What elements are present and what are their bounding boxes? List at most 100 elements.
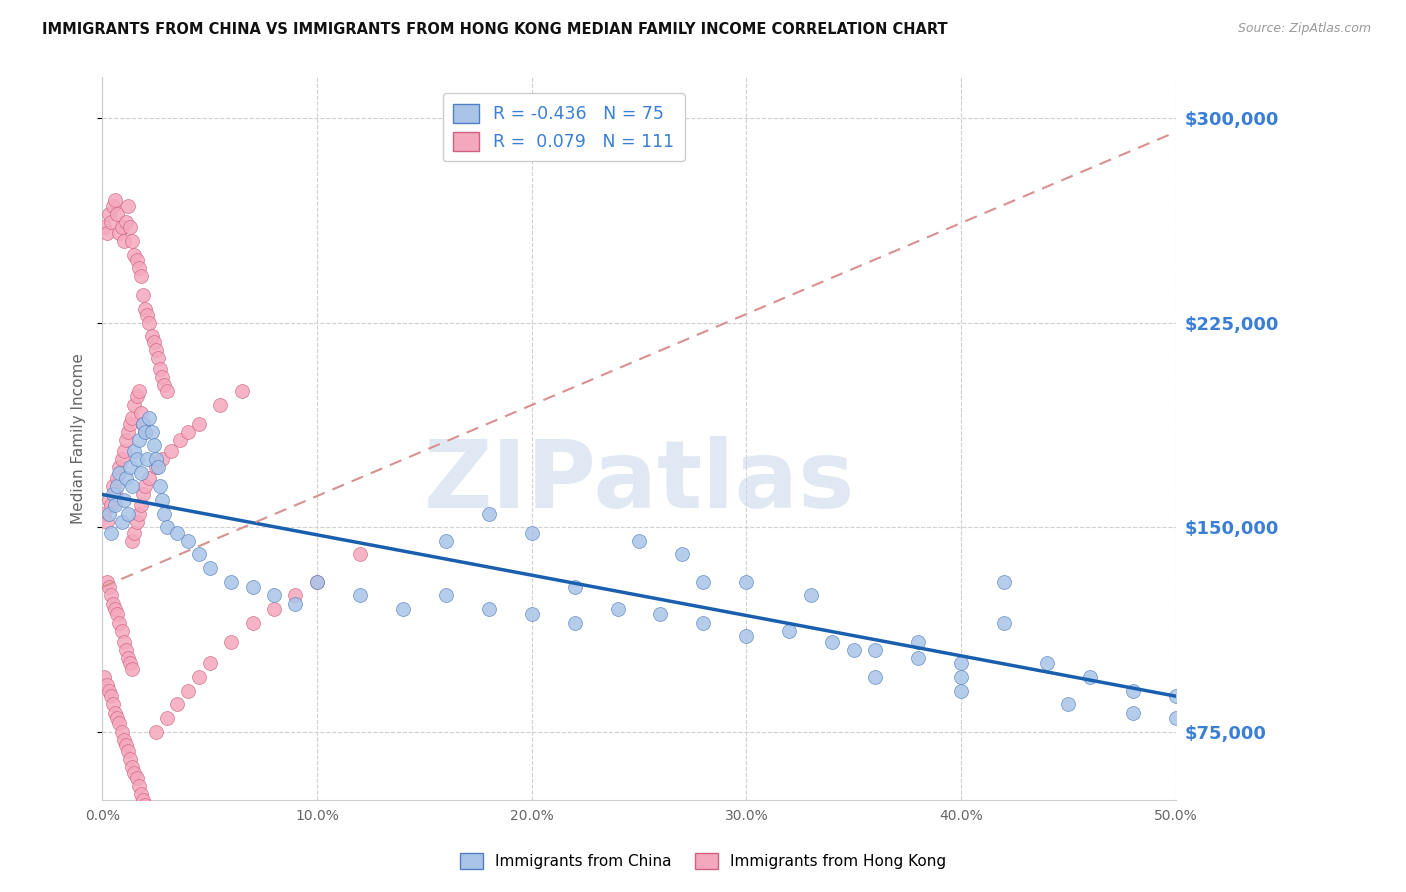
Point (100, 689, 122, 703)
Point (105, 711, 128, 725)
Point (129, 269, 152, 284)
Point (146, 460, 169, 475)
Point (692, 615, 714, 630)
Point (112, 634, 135, 648)
Point (150, 452, 173, 467)
Point (101, 487, 124, 501)
Point (138, 411, 160, 425)
Point (149, 362, 172, 376)
Point (104, 499, 127, 513)
Point (863, 643, 886, 657)
Point (141, 425, 163, 439)
Point (349, 548, 371, 562)
Point (125, 389, 148, 403)
Point (650, 607, 672, 622)
Point (128, 779, 150, 793)
Point (1122, 706, 1144, 720)
Point (842, 643, 865, 657)
Point (950, 683, 973, 698)
Point (156, 384, 179, 398)
Point (138, 471, 160, 485)
Point (778, 624, 800, 638)
Point (149, 479, 172, 493)
Point (120, 220, 142, 235)
Point (129, 499, 152, 513)
Point (120, 752, 142, 766)
Point (124, 765, 146, 780)
Point (219, 574, 242, 589)
Point (993, 615, 1015, 630)
Point (242, 580, 264, 594)
Point (120, 657, 142, 671)
Point (198, 657, 221, 671)
Point (187, 670, 209, 684)
Legend: R = -0.436   N = 75, R =  0.079   N = 111: R = -0.436 N = 75, R = 0.079 N = 111 (443, 94, 685, 161)
Point (105, 479, 128, 493)
Point (120, 417, 142, 431)
Point (166, 525, 188, 540)
Point (1057, 698, 1080, 712)
Point (101, 479, 124, 493)
Point (145, 460, 167, 475)
Point (392, 602, 415, 616)
Point (125, 253, 148, 268)
Point (132, 793, 155, 807)
Point (692, 574, 714, 589)
Point (100, 525, 122, 540)
Point (105, 471, 128, 485)
Point (136, 308, 159, 322)
Point (110, 624, 132, 638)
Point (349, 588, 371, 602)
Point (128, 433, 150, 447)
Point (97, 207, 120, 221)
Point (141, 329, 163, 343)
Point (96, 226, 118, 240)
Point (124, 525, 146, 540)
Point (1036, 657, 1059, 671)
Point (564, 615, 586, 630)
Point (263, 602, 285, 616)
Y-axis label: Median Family Income: Median Family Income (72, 353, 86, 524)
Point (150, 492, 173, 507)
Point (1164, 711, 1187, 725)
Point (187, 417, 209, 431)
Point (125, 771, 148, 785)
Point (121, 411, 143, 425)
Point (105, 207, 128, 221)
Point (132, 487, 155, 501)
Point (100, 499, 122, 513)
Point (97, 507, 120, 521)
Point (96, 574, 118, 589)
Point (112, 234, 135, 248)
Point (735, 574, 758, 589)
Point (108, 716, 131, 731)
Point (305, 574, 328, 589)
Point (136, 452, 159, 467)
Point (284, 597, 307, 611)
Legend: Immigrants from China, Immigrants from Hong Kong: Immigrants from China, Immigrants from H… (454, 847, 952, 875)
Point (117, 651, 139, 665)
Point (110, 220, 132, 235)
Point (160, 443, 183, 458)
Point (114, 471, 136, 485)
Point (121, 533, 143, 548)
Point (434, 533, 457, 548)
Point (145, 724, 167, 739)
Point (101, 597, 124, 611)
Point (142, 438, 165, 452)
Point (108, 466, 131, 480)
Point (104, 193, 127, 207)
Point (177, 683, 200, 698)
Point (93, 507, 115, 521)
Point (134, 425, 156, 439)
Point (96, 678, 118, 692)
Point (104, 487, 127, 501)
Point (117, 744, 139, 758)
Point (112, 492, 135, 507)
Point (627, 533, 650, 548)
Point (114, 215, 136, 229)
Point (93, 670, 115, 684)
Point (1122, 683, 1144, 698)
Point (564, 580, 586, 594)
Point (134, 302, 156, 317)
